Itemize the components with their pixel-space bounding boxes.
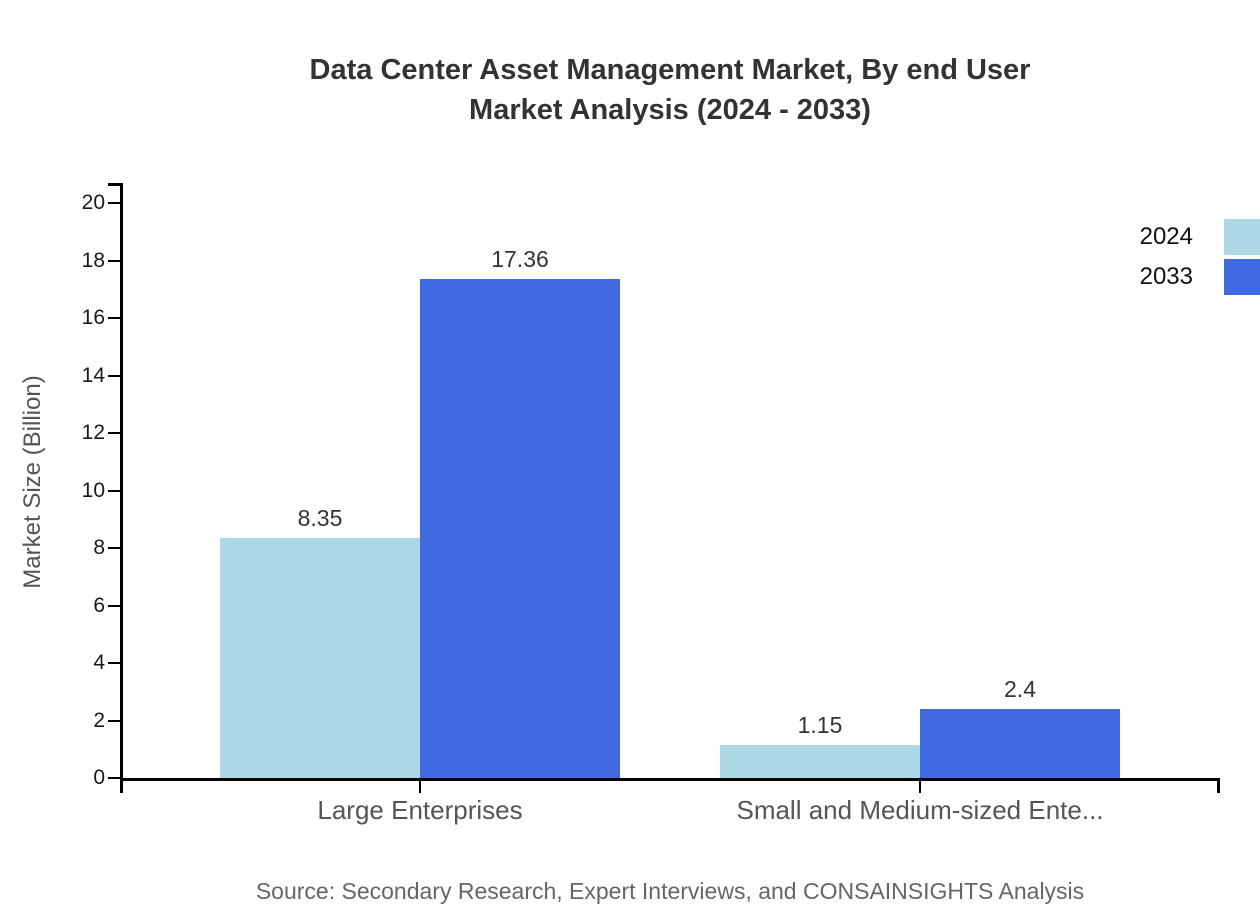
y-axis-tick (108, 489, 120, 492)
bar-2033-small-and-medium-sized-ente (920, 709, 1120, 778)
y-axis-tick-label: 0 (93, 766, 105, 789)
bar-2033-large-enterprises (420, 278, 620, 778)
x-axis-end-cap (1217, 781, 1220, 793)
legend-label-2024: 2024 (1139, 223, 1193, 250)
y-axis-tick (108, 547, 120, 549)
y-axis-tick-label: 6 (93, 593, 105, 617)
x-axis-tick (919, 781, 921, 793)
chart-title: Data Center Asset Management Market, By … (120, 50, 1220, 130)
chart-title-line1: Data Center Asset Management Market, By … (309, 54, 1031, 86)
y-axis-tick-label: 18 (81, 248, 105, 272)
y-axis-tick-label: 4 (93, 651, 105, 674)
y-axis-title: Market Size (Billion) (19, 375, 46, 589)
y-axis-tick (108, 259, 120, 262)
y-axis-tick-label: 8 (93, 536, 105, 559)
bar-2024-small-and-medium-sized-ente (720, 744, 920, 778)
x-axis-tick (419, 781, 421, 793)
legend: 2024 2033 (1140, 219, 1260, 295)
y-axis-tick (108, 202, 120, 204)
y-axis-tick (108, 317, 120, 319)
y-axis-tick (108, 432, 120, 434)
x-axis-line (120, 778, 1220, 781)
y-axis-end-cap (108, 183, 120, 186)
legend-label-2033: 2033 (1139, 263, 1193, 290)
y-axis-tick-label: 20 (81, 191, 105, 214)
y-axis-tick (108, 604, 120, 607)
legend-item-2024: 2024 (1140, 219, 1260, 255)
value-label-2024-small-and-medium-sized-ente: 1.15 (797, 711, 843, 738)
bar-2024-large-enterprises (220, 537, 420, 778)
category-label-small-and-medium-sized-ente: Small and Medium-sized Ente... (736, 795, 1104, 825)
y-axis-tick (108, 719, 120, 722)
value-label-2024-large-enterprises: 8.35 (297, 504, 343, 531)
source-note: Source: Secondary Research, Expert Inter… (255, 878, 1085, 904)
y-axis-tick-label: 12 (81, 421, 105, 444)
value-label-2033-small-and-medium-sized-ente: 2.4 (1004, 676, 1036, 702)
y-axis-tick (108, 777, 120, 779)
chart-title-line2: Market Analysis (2024 - 2033) (469, 94, 871, 126)
y-axis-tick-label: 14 (81, 363, 105, 387)
legend-item-2033: 2033 (1140, 259, 1260, 295)
y-axis-tick (108, 374, 120, 377)
category-label-large-enterprises: Large Enterprises (317, 795, 523, 825)
y-axis-tick (108, 662, 120, 664)
y-axis-tick-label: 10 (81, 478, 105, 502)
y-axis-tick-label: 16 (81, 306, 105, 329)
value-label-2033-large-enterprises: 17.36 (491, 245, 549, 272)
legend-swatch-2033 (1224, 259, 1260, 295)
legend-swatch-2024 (1224, 219, 1260, 255)
y-axis-tick-label: 2 (93, 708, 105, 732)
plot-area: 0 2 4 6 8 10 12 14 16 18 20 Large Enterprises 8.35 17… (82, 183, 1220, 825)
y-axis-line (120, 183, 123, 793)
